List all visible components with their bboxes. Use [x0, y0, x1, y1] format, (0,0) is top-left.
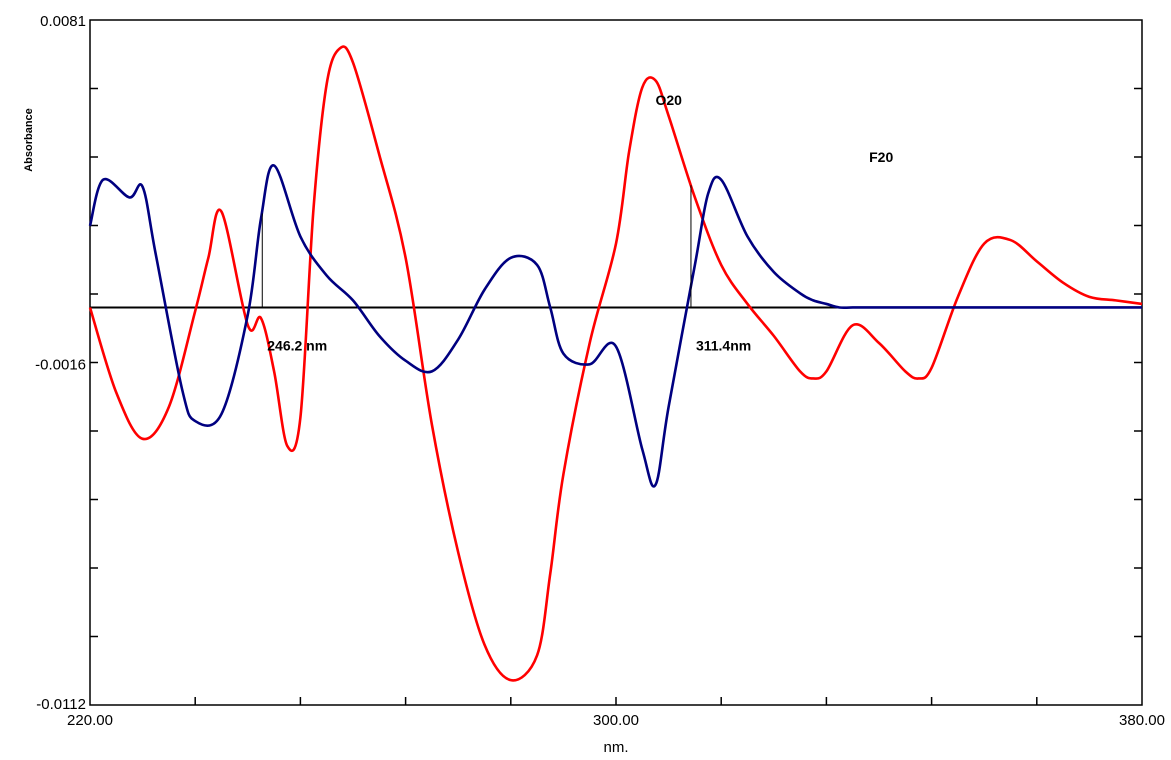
x-tick-label: 380.00 [1119, 712, 1165, 729]
x-tick-label: 220.00 [67, 712, 113, 729]
plot-frame [89, 19, 1143, 706]
y-tick-label: -0.0016 [35, 356, 86, 373]
axis-tick-labels: 220.00 300.00 380.00 0.0081 -0.0016 -0.0112 [35, 13, 1165, 729]
y-axis-label: Absorbance [23, 108, 35, 172]
y-tick-label: -0.0112 [36, 696, 86, 713]
annotation-wavelength-label: 311.4nm [696, 337, 751, 353]
annotation-series-label: O20 [655, 92, 682, 108]
series-line-o20 [88, 45, 1143, 682]
x-tick-label: 300.00 [593, 712, 639, 729]
series-line-f20 [88, 164, 1142, 488]
axis-ticks [90, 87, 1142, 705]
x-axis-label: nm. [603, 739, 628, 756]
annotation-wavelength-label: 246.2 nm [267, 337, 327, 353]
y-tick-label: 0.0081 [40, 13, 86, 30]
series-lines [88, 45, 1143, 682]
annotations: O20 F20 246.2 nm 311.4nm [261, 92, 893, 353]
annotation-series-label: F20 [869, 149, 893, 165]
